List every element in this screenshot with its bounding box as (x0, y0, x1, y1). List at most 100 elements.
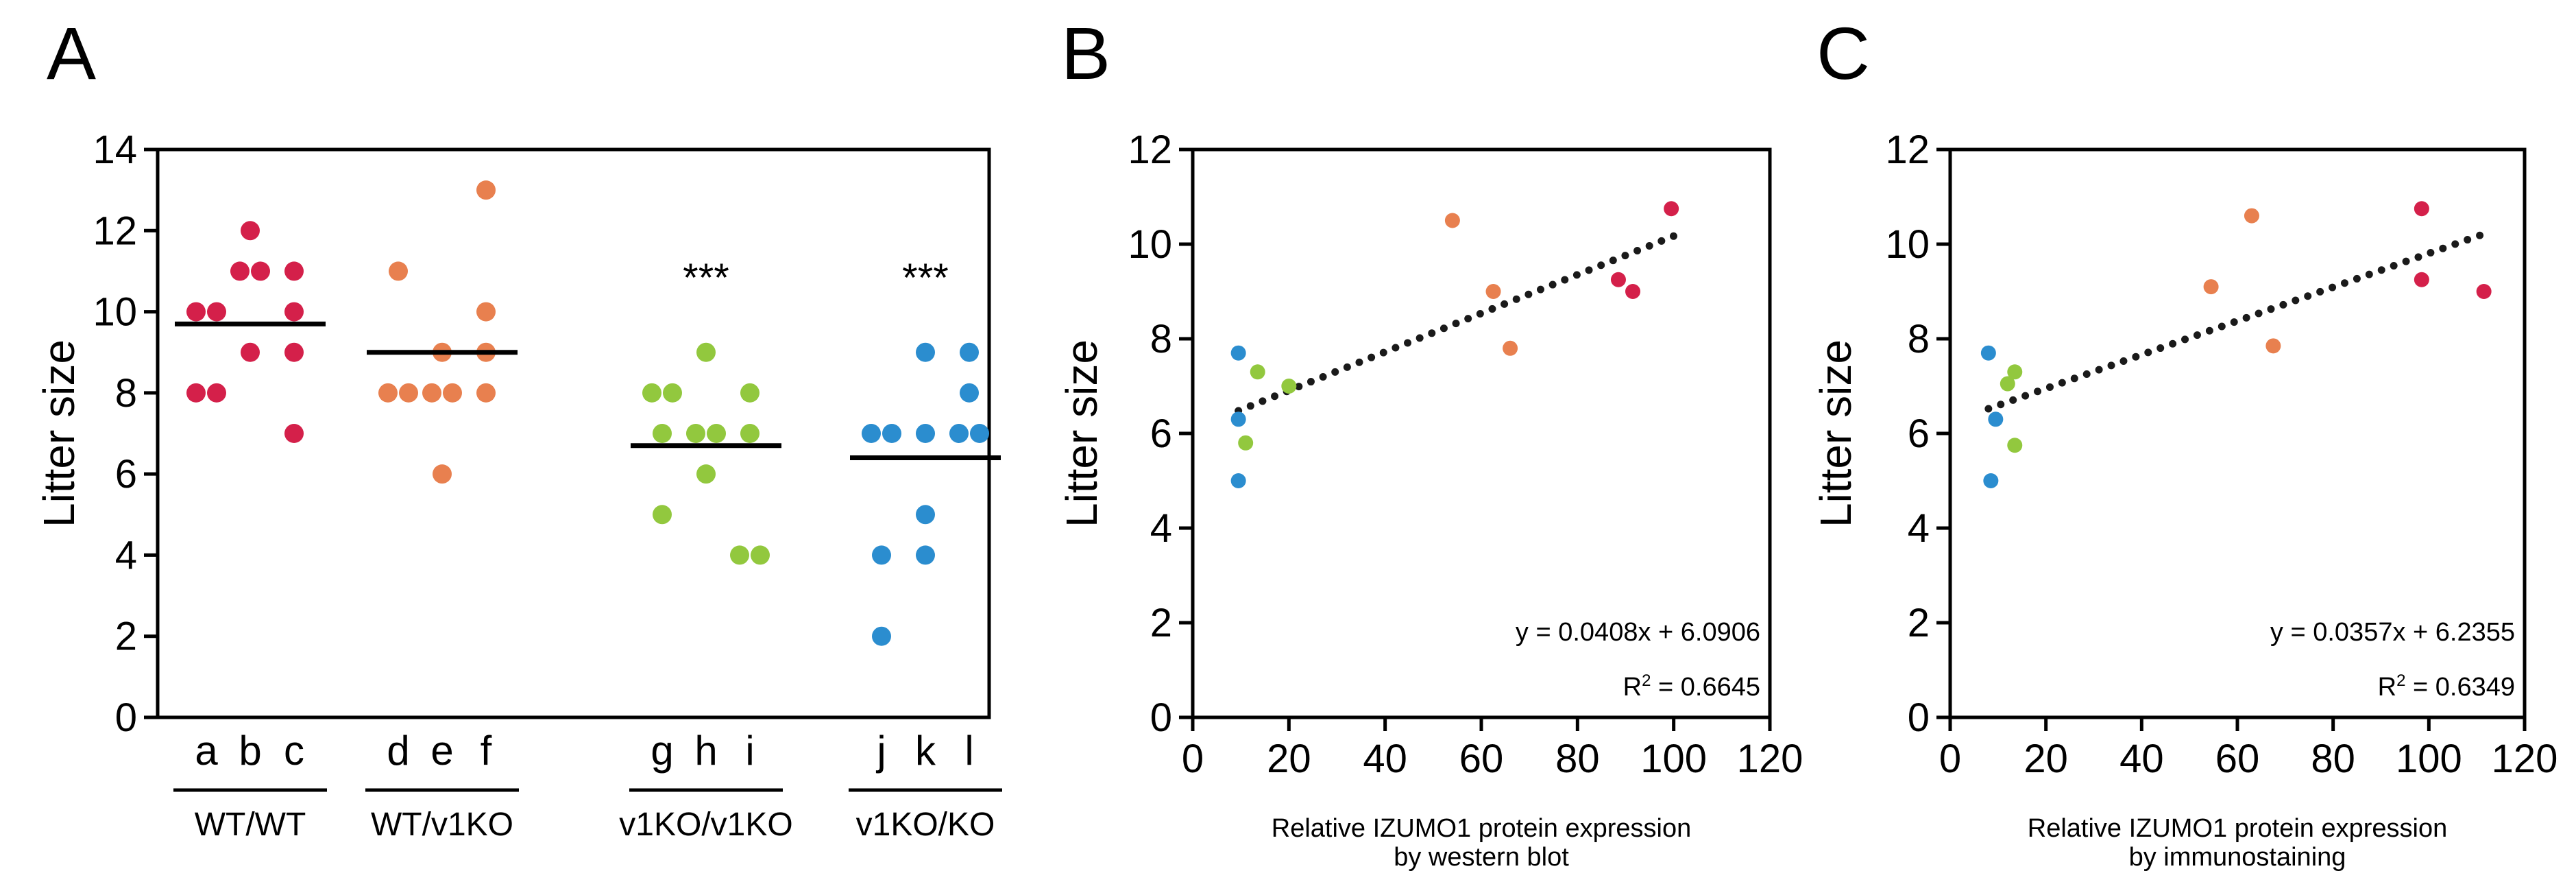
y-tick-label: 0 (1150, 695, 1172, 740)
data-point-v1KO/KO (882, 424, 901, 443)
data-point-WT/v1KO (476, 180, 496, 200)
data-point (1238, 435, 1254, 451)
data-point-v1KO/KO (872, 626, 891, 646)
regression-equation: y = 0.0408x + 6.0906 (1516, 618, 1760, 647)
data-point-WT/WT (241, 221, 260, 241)
data-point (1250, 364, 1265, 380)
data-point (2203, 279, 2219, 295)
group-label: WT/WT (195, 807, 306, 843)
x-tick-label: 40 (2119, 737, 2164, 781)
group-label: v1KO/v1KO (619, 807, 792, 843)
panel-label-a: A (47, 12, 96, 95)
y-tick-label: 6 (1150, 411, 1172, 456)
data-point-v1KO/v1KO (696, 464, 716, 484)
x-axis-label-line1: Relative IZUMO1 protein expression (1272, 814, 1691, 843)
male-label: g (651, 728, 673, 774)
data-point (1983, 473, 1999, 488)
data-point-v1KO/v1KO (740, 383, 760, 403)
data-point-v1KO/v1KO (653, 505, 672, 525)
male-label: h (694, 728, 717, 774)
data-point-WT/v1KO (433, 464, 452, 484)
y-tick-label: 8 (1908, 317, 1930, 361)
r-squared-superscript: 2 (2396, 671, 2405, 690)
data-point (2265, 338, 2281, 354)
x-tick-label: 40 (1363, 737, 1407, 781)
data-point-WT/v1KO (378, 383, 398, 403)
panel-label-b: B (1061, 12, 1110, 95)
data-point-WT/v1KO (422, 383, 441, 403)
data-point (2476, 284, 2492, 299)
data-point-v1KO/KO (916, 424, 935, 443)
x-tick-label: 60 (1459, 737, 1504, 781)
data-point (1980, 345, 1996, 361)
data-point-WT/v1KO (476, 302, 496, 322)
y-tick-label: 10 (93, 290, 137, 335)
y-axis-label: Litter size (34, 339, 84, 527)
y-axis-label: Litter size (1057, 339, 1106, 527)
data-point-WT/WT (207, 302, 226, 322)
data-point (2007, 438, 2023, 453)
data-point (2000, 376, 2015, 392)
data-point-v1KO/v1KO (740, 424, 760, 443)
y-tick-label: 8 (1150, 317, 1172, 361)
regression-equation: y = 0.0357x + 6.2355 (2270, 618, 2515, 647)
x-tick-label: 100 (1640, 737, 1707, 781)
data-point-v1KO/KO (960, 383, 979, 403)
data-point-v1KO/v1KO (686, 424, 705, 443)
r-squared-value: = 0.6349 (2405, 673, 2515, 702)
y-tick-label: 2 (1150, 601, 1172, 645)
y-tick-label: 10 (1885, 222, 1930, 267)
y-tick-label: 8 (115, 371, 137, 416)
x-axis-label-line1: Relative IZUMO1 protein expression (2028, 814, 2447, 843)
data-point-WT/WT (241, 342, 260, 362)
x-tick-label: 0 (1182, 737, 1204, 781)
male-label: f (481, 728, 492, 774)
data-point-v1KO/KO (916, 545, 935, 565)
data-point-v1KO/KO (916, 505, 935, 525)
data-point-v1KO/KO (970, 424, 989, 443)
data-point (2414, 272, 2429, 287)
y-tick-label: 4 (1908, 506, 1930, 551)
male-label: l (964, 728, 973, 774)
data-point-WT/WT (284, 342, 304, 362)
y-tick-label: 2 (1908, 601, 1930, 645)
y-tick-label: 14 (93, 128, 137, 172)
x-tick-label: 20 (2024, 737, 2068, 781)
male-label: a (195, 728, 218, 774)
data-point (2414, 201, 2429, 217)
y-tick-label: 0 (1908, 695, 1930, 740)
x-tick-label: 80 (1555, 737, 1600, 781)
x-tick-label: 120 (2492, 737, 2558, 781)
data-point (1444, 213, 1460, 228)
data-point (1503, 340, 1518, 356)
trend-line (1984, 230, 2486, 413)
male-label: c (284, 728, 304, 774)
data-point-v1KO/KO (960, 342, 979, 362)
data-point-v1KO/v1KO (696, 342, 716, 362)
data-point (1664, 201, 1679, 217)
male-label: b (239, 728, 261, 774)
x-axis-label-line2: by immunostaining (2129, 843, 2346, 872)
data-point-v1KO/KO (862, 424, 881, 443)
data-point (1610, 272, 1626, 287)
r-squared-superscript: 2 (1642, 671, 1651, 690)
data-point (1230, 345, 1246, 361)
data-point-v1KO/v1KO (663, 383, 682, 403)
data-point (2007, 364, 2023, 380)
y-tick-label: 4 (115, 533, 137, 577)
y-tick-label: 6 (1908, 411, 1930, 456)
y-tick-label: 4 (1150, 506, 1172, 551)
r-squared-r: R (1623, 673, 1642, 702)
data-point-v1KO/v1KO (642, 383, 661, 403)
group-label: WT/v1KO (371, 807, 513, 843)
y-tick-label: 2 (115, 614, 137, 659)
r-squared-label: R2 = 0.6645 (1623, 671, 1760, 702)
male-label: j (875, 728, 886, 774)
trend-line (1235, 232, 1678, 415)
data-point-v1KO/KO (916, 342, 935, 362)
significance-marker: *** (683, 256, 729, 300)
data-point-WT/WT (284, 424, 304, 443)
y-tick-label: 12 (93, 208, 137, 253)
